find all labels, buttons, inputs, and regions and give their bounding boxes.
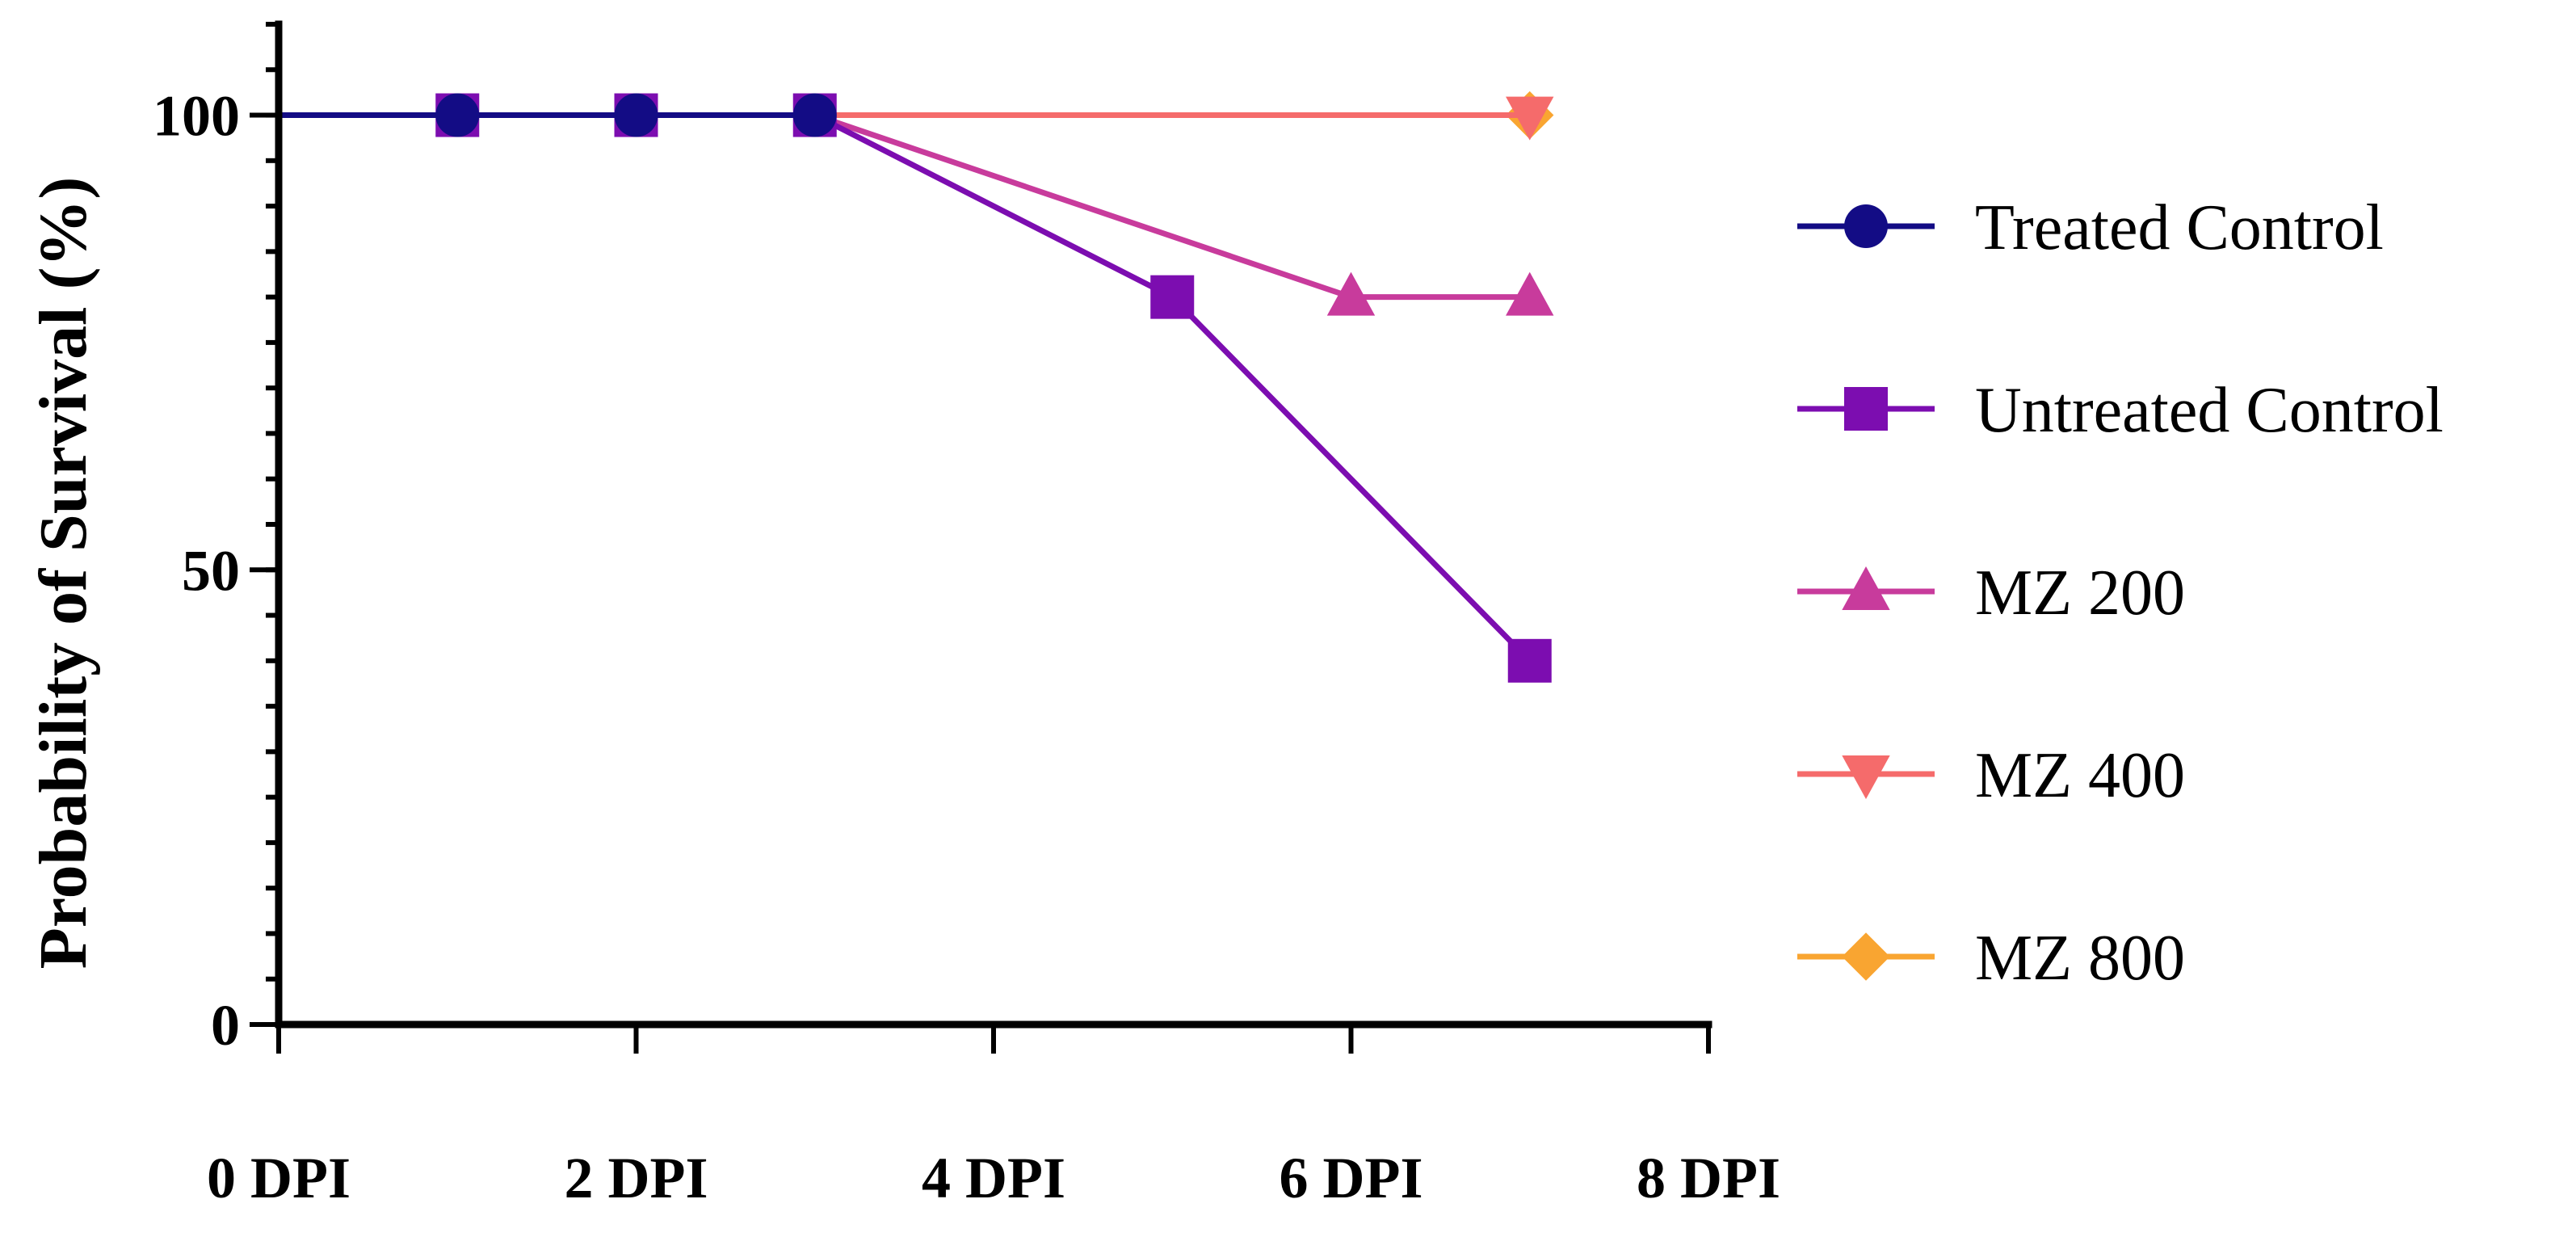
data-point-treated-control-2 — [792, 93, 837, 137]
y-tick-label: 0 — [211, 993, 240, 1058]
x-tick-label: 2 DPI — [565, 1146, 708, 1210]
legend-marker-mz-200 — [1842, 566, 1890, 610]
legend-label: MZ 400 — [1975, 740, 2185, 811]
legend-item-untreated-control: Untreated Control — [1797, 375, 2444, 446]
legend: Treated Control Untreated Control MZ 200 MZ… — [1797, 192, 2444, 994]
legend-marker-untreated-control — [1844, 387, 1888, 431]
legend-label: MZ 800 — [1975, 923, 2185, 994]
legend-marker-mz-400 — [1842, 755, 1890, 800]
legend-label: Treated Control — [1975, 192, 2384, 263]
data-point-mz-200-1 — [1506, 271, 1554, 316]
data-point-treated-control-1 — [614, 93, 658, 137]
legend-label: MZ 200 — [1975, 557, 2185, 629]
y-axis-title: Probability of Survival (%) — [26, 177, 101, 970]
legend-item-mz-200: MZ 200 — [1797, 557, 2185, 629]
data-point-treated-control-0 — [435, 93, 480, 137]
series-line-mz-200 — [279, 112, 1530, 301]
x-tick-label: 4 DPI — [922, 1146, 1065, 1210]
y-tick-label: 100 — [153, 84, 240, 149]
data-point-untreated-control-4 — [1507, 638, 1552, 683]
data-point-mz-200-0 — [1326, 271, 1376, 316]
legend-marker-mz-800 — [1842, 932, 1890, 981]
legend-item-treated-control: Treated Control — [1797, 192, 2384, 263]
y-tick-label: 50 — [182, 538, 240, 603]
x-tick-label: 6 DPI — [1280, 1146, 1423, 1210]
series-line-untreated-control — [279, 112, 1532, 663]
x-tick-label: 8 DPI — [1637, 1146, 1780, 1210]
axes-layer: 0 50 100 0 DPI 2 DPI 4 DPI 6 DPI 8 DPI Probabili… — [26, 20, 1780, 1210]
legend-item-mz-400: MZ 400 — [1797, 740, 2185, 811]
legend-item-mz-800: MZ 800 — [1797, 923, 2185, 994]
data-point-untreated-control-3 — [1150, 275, 1195, 319]
legend-label: Untreated Control — [1975, 375, 2444, 446]
data-point-mz-400-0 — [1506, 96, 1554, 141]
legend-marker-treated-control — [1844, 204, 1888, 248]
series-layer — [279, 90, 1554, 683]
x-tick-label: 0 DPI — [207, 1146, 351, 1210]
